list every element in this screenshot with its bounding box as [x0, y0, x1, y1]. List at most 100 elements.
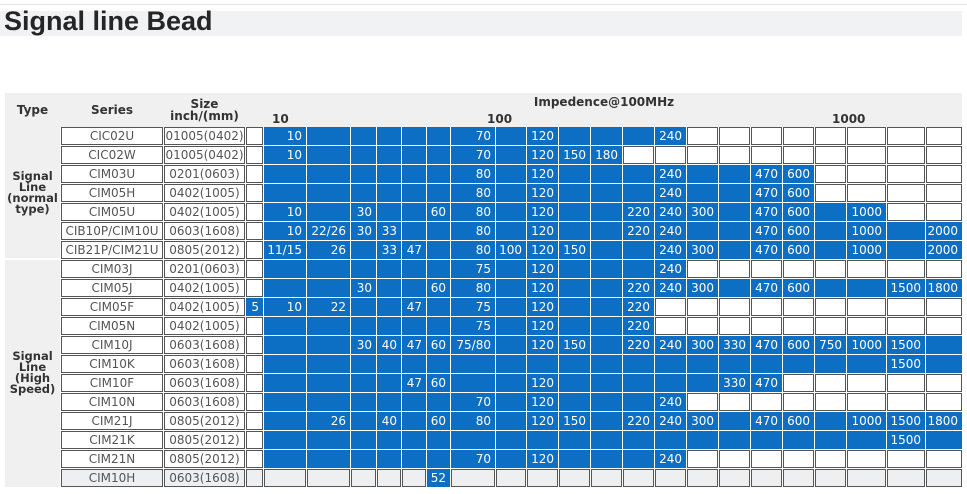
impedance-cell-filled — [402, 260, 426, 278]
impedance-cell-filled: 750 — [815, 336, 846, 354]
impedance-cell-filled: 150 — [559, 241, 590, 259]
impedance-cell-filled: 11/15 — [264, 241, 306, 259]
impedance-cell-empty — [926, 260, 962, 278]
impedance-cell-filled: 300 — [687, 203, 718, 221]
impedance-cell-filled: 30 — [351, 279, 376, 297]
impedance-cell-filled — [377, 260, 401, 278]
impedance-cell-empty — [623, 469, 654, 487]
impedance-cell-filled — [623, 165, 654, 183]
impedance-cell-filled: 80 — [451, 222, 495, 240]
impedance-cell-filled — [264, 393, 306, 411]
impedance-cell-empty — [687, 317, 718, 335]
impedance-cell-empty — [815, 374, 846, 392]
impedance-cell-filled — [427, 165, 450, 183]
impedance-cell-filled — [496, 203, 526, 221]
impedance-cell-filled: 470 — [751, 412, 782, 430]
impedance-cell-filled: 2000 — [926, 222, 962, 240]
impedance-cell-filled — [591, 165, 622, 183]
series-cell: CIM10K — [61, 355, 163, 373]
impedance-cell-filled: 47 — [402, 298, 426, 316]
impedance-cell-filled — [307, 355, 350, 373]
impedance-cell-filled: 120 — [527, 222, 558, 240]
impedance-cell-empty — [847, 146, 886, 164]
impedance-cell-filled — [559, 374, 590, 392]
impedance-cell-filled — [719, 431, 750, 449]
header-size-line2: inch/(mm) — [170, 109, 239, 123]
impedance-cell-filled: 1000 — [847, 222, 886, 240]
impedance-cell-filled — [377, 279, 401, 297]
impedance-cell-empty — [887, 393, 925, 411]
impedance-cell-filled: 470 — [751, 241, 782, 259]
impedance-cell-filled — [719, 203, 750, 221]
impedance-cell-filled: 300 — [687, 241, 718, 259]
impedance-cell-filled: 220 — [623, 203, 654, 221]
impedance-cell-filled — [687, 222, 718, 240]
impedance-cell-filled: 2000 — [926, 241, 962, 259]
impedance-cell-empty — [847, 127, 886, 145]
impedance-cell-filled: 80 — [451, 184, 495, 202]
impedance-cell-filled: 22/26 — [307, 222, 350, 240]
impedance-cell-filled — [623, 393, 654, 411]
impedance-cell-filled — [559, 317, 590, 335]
impedance-cell-empty — [926, 146, 962, 164]
impedance-cell-filled: 470 — [751, 165, 782, 183]
impedance-cell-filled: 26 — [307, 412, 350, 430]
impedance-cell-filled — [307, 374, 350, 392]
impedance-cell-filled — [751, 431, 782, 449]
impedance-cell-filled: 470 — [751, 374, 782, 392]
impedance-cell-filled — [351, 146, 376, 164]
impedance-cell-filled: 220 — [623, 336, 654, 354]
impedance-cell-filled — [377, 317, 401, 335]
group-label-line: (High — [14, 371, 51, 385]
impedance-cell-filled — [496, 336, 526, 354]
impedance-cell-filled — [351, 431, 376, 449]
group-label-line: Speed) — [9, 382, 56, 396]
impedance-cell-empty — [815, 127, 846, 145]
group-divider — [5, 258, 60, 260]
impedance-cell-filled: 100 — [496, 241, 526, 259]
impedance-cell-filled: 120 — [527, 241, 558, 259]
group-label-normal: Signal Line (normal type) — [5, 170, 60, 215]
impedance-cell-filled — [307, 431, 350, 449]
impedance-cell-filled: 240 — [655, 222, 686, 240]
impedance-cell-filled: 470 — [751, 184, 782, 202]
impedance-cell-filled — [496, 450, 526, 468]
impedance-cell-filled: 120 — [527, 374, 558, 392]
impedance-cell-filled: 33 — [377, 222, 401, 240]
impedance-cell-filled — [264, 412, 306, 430]
impedance-cell-filled — [591, 298, 622, 316]
impedance-cell-filled — [351, 298, 376, 316]
impedance-cell-empty — [887, 260, 925, 278]
impedance-cell-filled: 10 — [264, 222, 306, 240]
impedance-cell-filled — [496, 260, 526, 278]
impedance-cell-filled — [307, 184, 350, 202]
impedance-cell-empty — [246, 450, 263, 468]
impedance-cell-filled: 22 — [307, 298, 350, 316]
impedance-cell-filled — [264, 317, 306, 335]
impedance-cell-empty — [783, 317, 814, 335]
impedance-cell-empty — [687, 450, 718, 468]
impedance-cell-filled — [377, 146, 401, 164]
impedance-cell-empty — [719, 317, 750, 335]
impedance-cell-filled: 70 — [451, 393, 495, 411]
impedance-cell-filled: 1500 — [887, 279, 925, 297]
impedance-cell-empty — [783, 393, 814, 411]
impedance-cell-filled: 600 — [783, 222, 814, 240]
impedance-cell-filled: 80 — [451, 165, 495, 183]
impedance-cell-empty — [783, 450, 814, 468]
impedance-cell-filled — [402, 450, 426, 468]
impedance-cell-filled — [591, 317, 622, 335]
impedance-cell-filled — [351, 260, 376, 278]
impedance-cell-filled: 600 — [783, 203, 814, 221]
impedance-cell-filled: 80 — [451, 412, 495, 430]
impedance-cell-filled — [402, 317, 426, 335]
impedance-cell-filled: 60 — [427, 203, 450, 221]
impedance-cell-filled: 80 — [451, 203, 495, 221]
impedance-cell-empty — [847, 165, 886, 183]
impedance-cell-empty — [655, 469, 686, 487]
impedance-cell-empty — [246, 412, 263, 430]
impedance-cell-empty — [246, 241, 263, 259]
impedance-cell-empty — [264, 469, 306, 487]
impedance-cell-filled: 120 — [527, 336, 558, 354]
impedance-cell-filled — [591, 260, 622, 278]
